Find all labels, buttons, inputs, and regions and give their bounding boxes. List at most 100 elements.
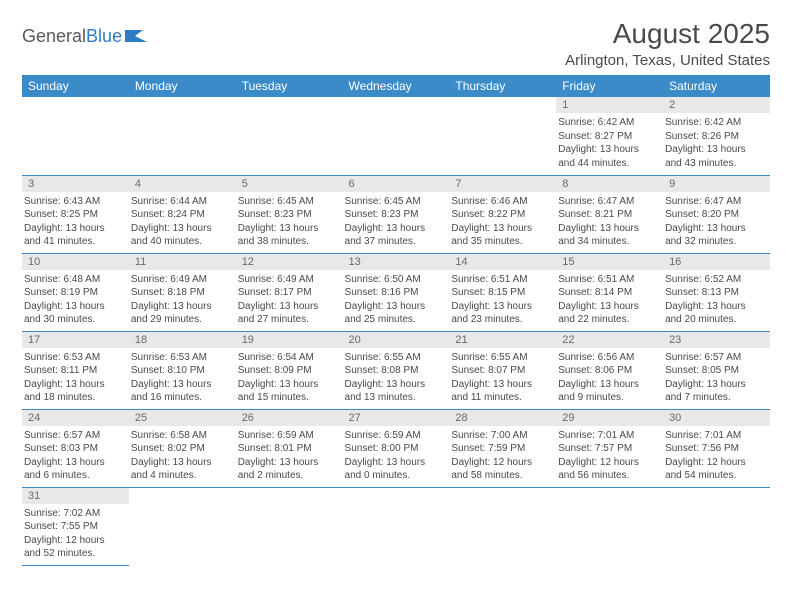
- day-number: [556, 488, 663, 504]
- calendar-cell: [663, 487, 770, 565]
- day-number: 18: [129, 332, 236, 348]
- day-line: Sunrise: 6:50 AM: [345, 273, 444, 287]
- day-number: 7: [449, 176, 556, 192]
- day-line: Sunset: 8:05 PM: [665, 364, 764, 378]
- day-line: Daylight: 13 hours and 13 minutes.: [345, 378, 444, 405]
- day-content: [449, 113, 556, 119]
- day-content: Sunrise: 6:44 AMSunset: 8:24 PMDaylight:…: [129, 192, 236, 252]
- day-line: Daylight: 13 hours and 40 minutes.: [131, 222, 230, 249]
- day-line: Sunrise: 6:45 AM: [238, 195, 337, 209]
- day-line: Daylight: 13 hours and 18 minutes.: [24, 378, 123, 405]
- day-line: Sunset: 8:13 PM: [665, 286, 764, 300]
- calendar-week: 31Sunrise: 7:02 AMSunset: 7:55 PMDayligh…: [22, 487, 770, 565]
- day-content: Sunrise: 6:58 AMSunset: 8:02 PMDaylight:…: [129, 426, 236, 486]
- day-line: Sunrise: 6:53 AM: [131, 351, 230, 365]
- calendar-cell: 15Sunrise: 6:51 AMSunset: 8:14 PMDayligh…: [556, 253, 663, 331]
- calendar-cell: 29Sunrise: 7:01 AMSunset: 7:57 PMDayligh…: [556, 409, 663, 487]
- calendar-cell: 1Sunrise: 6:42 AMSunset: 8:27 PMDaylight…: [556, 97, 663, 175]
- day-number: 22: [556, 332, 663, 348]
- day-number: [22, 97, 129, 113]
- day-content: [449, 504, 556, 510]
- day-number: 10: [22, 254, 129, 270]
- day-line: Sunset: 8:23 PM: [345, 208, 444, 222]
- day-line: Daylight: 13 hours and 43 minutes.: [665, 143, 764, 170]
- day-number: 3: [22, 176, 129, 192]
- calendar-cell: 16Sunrise: 6:52 AMSunset: 8:13 PMDayligh…: [663, 253, 770, 331]
- day-line: Sunrise: 6:58 AM: [131, 429, 230, 443]
- day-line: Sunrise: 6:59 AM: [345, 429, 444, 443]
- day-line: Daylight: 13 hours and 38 minutes.: [238, 222, 337, 249]
- calendar-cell: 14Sunrise: 6:51 AMSunset: 8:15 PMDayligh…: [449, 253, 556, 331]
- calendar-week: 17Sunrise: 6:53 AMSunset: 8:11 PMDayligh…: [22, 331, 770, 409]
- day-line: Sunrise: 7:01 AM: [558, 429, 657, 443]
- logo: GeneralBlue: [22, 26, 147, 47]
- day-line: Sunrise: 6:49 AM: [238, 273, 337, 287]
- day-line: Sunrise: 6:51 AM: [451, 273, 550, 287]
- day-content: Sunrise: 6:56 AMSunset: 8:06 PMDaylight:…: [556, 348, 663, 408]
- day-number: 31: [22, 488, 129, 504]
- calendar-cell: [449, 487, 556, 565]
- calendar-cell: 13Sunrise: 6:50 AMSunset: 8:16 PMDayligh…: [343, 253, 450, 331]
- day-line: Sunrise: 6:47 AM: [558, 195, 657, 209]
- day-line: Sunset: 8:00 PM: [345, 442, 444, 456]
- flag-icon: [125, 26, 147, 47]
- day-number: [236, 97, 343, 113]
- day-line: Sunrise: 7:02 AM: [24, 507, 123, 521]
- day-content: Sunrise: 6:57 AMSunset: 8:03 PMDaylight:…: [22, 426, 129, 486]
- day-line: Daylight: 13 hours and 15 minutes.: [238, 378, 337, 405]
- day-number: 15: [556, 254, 663, 270]
- day-number: [663, 488, 770, 504]
- calendar-week: 24Sunrise: 6:57 AMSunset: 8:03 PMDayligh…: [22, 409, 770, 487]
- day-line: Sunrise: 6:51 AM: [558, 273, 657, 287]
- calendar-cell: 5Sunrise: 6:45 AMSunset: 8:23 PMDaylight…: [236, 175, 343, 253]
- day-content: [663, 504, 770, 510]
- day-content: Sunrise: 6:45 AMSunset: 8:23 PMDaylight:…: [343, 192, 450, 252]
- day-line: Daylight: 13 hours and 4 minutes.: [131, 456, 230, 483]
- calendar-cell: 17Sunrise: 6:53 AMSunset: 8:11 PMDayligh…: [22, 331, 129, 409]
- day-content: Sunrise: 6:51 AMSunset: 8:14 PMDaylight:…: [556, 270, 663, 330]
- day-number: 24: [22, 410, 129, 426]
- calendar-cell: 22Sunrise: 6:56 AMSunset: 8:06 PMDayligh…: [556, 331, 663, 409]
- day-line: Daylight: 13 hours and 23 minutes.: [451, 300, 550, 327]
- day-content: [343, 504, 450, 510]
- day-line: Sunrise: 6:42 AM: [665, 116, 764, 130]
- day-line: Daylight: 12 hours and 54 minutes.: [665, 456, 764, 483]
- day-line: Sunrise: 6:44 AM: [131, 195, 230, 209]
- day-content: Sunrise: 6:59 AMSunset: 8:01 PMDaylight:…: [236, 426, 343, 486]
- day-line: Daylight: 13 hours and 11 minutes.: [451, 378, 550, 405]
- day-line: Sunset: 8:14 PM: [558, 286, 657, 300]
- day-header: Sunday: [22, 75, 129, 97]
- day-line: Sunset: 8:02 PM: [131, 442, 230, 456]
- day-line: Sunrise: 7:01 AM: [665, 429, 764, 443]
- day-line: Sunset: 8:16 PM: [345, 286, 444, 300]
- day-line: Daylight: 13 hours and 20 minutes.: [665, 300, 764, 327]
- calendar-cell: 30Sunrise: 7:01 AMSunset: 7:56 PMDayligh…: [663, 409, 770, 487]
- calendar-cell: [129, 97, 236, 175]
- calendar-cell: [343, 487, 450, 565]
- calendar-cell: 21Sunrise: 6:55 AMSunset: 8:07 PMDayligh…: [449, 331, 556, 409]
- calendar-cell: [236, 487, 343, 565]
- calendar-cell: 6Sunrise: 6:45 AMSunset: 8:23 PMDaylight…: [343, 175, 450, 253]
- day-number: 2: [663, 97, 770, 113]
- day-number: [129, 488, 236, 504]
- day-content: Sunrise: 6:55 AMSunset: 8:08 PMDaylight:…: [343, 348, 450, 408]
- day-content: Sunrise: 6:50 AMSunset: 8:16 PMDaylight:…: [343, 270, 450, 330]
- day-content: [22, 113, 129, 119]
- day-content: [236, 504, 343, 510]
- day-line: Daylight: 13 hours and 2 minutes.: [238, 456, 337, 483]
- day-number: 21: [449, 332, 556, 348]
- day-number: 29: [556, 410, 663, 426]
- day-content: [129, 504, 236, 510]
- day-line: Sunrise: 6:43 AM: [24, 195, 123, 209]
- day-number: 23: [663, 332, 770, 348]
- day-content: Sunrise: 6:57 AMSunset: 8:05 PMDaylight:…: [663, 348, 770, 408]
- calendar-cell: 25Sunrise: 6:58 AMSunset: 8:02 PMDayligh…: [129, 409, 236, 487]
- day-line: Daylight: 13 hours and 22 minutes.: [558, 300, 657, 327]
- day-line: Sunrise: 6:57 AM: [665, 351, 764, 365]
- day-line: Daylight: 12 hours and 52 minutes.: [24, 534, 123, 561]
- day-content: Sunrise: 6:49 AMSunset: 8:17 PMDaylight:…: [236, 270, 343, 330]
- day-line: Sunset: 8:10 PM: [131, 364, 230, 378]
- day-line: Sunrise: 6:56 AM: [558, 351, 657, 365]
- calendar-cell: 8Sunrise: 6:47 AMSunset: 8:21 PMDaylight…: [556, 175, 663, 253]
- calendar-cell: 3Sunrise: 6:43 AMSunset: 8:25 PMDaylight…: [22, 175, 129, 253]
